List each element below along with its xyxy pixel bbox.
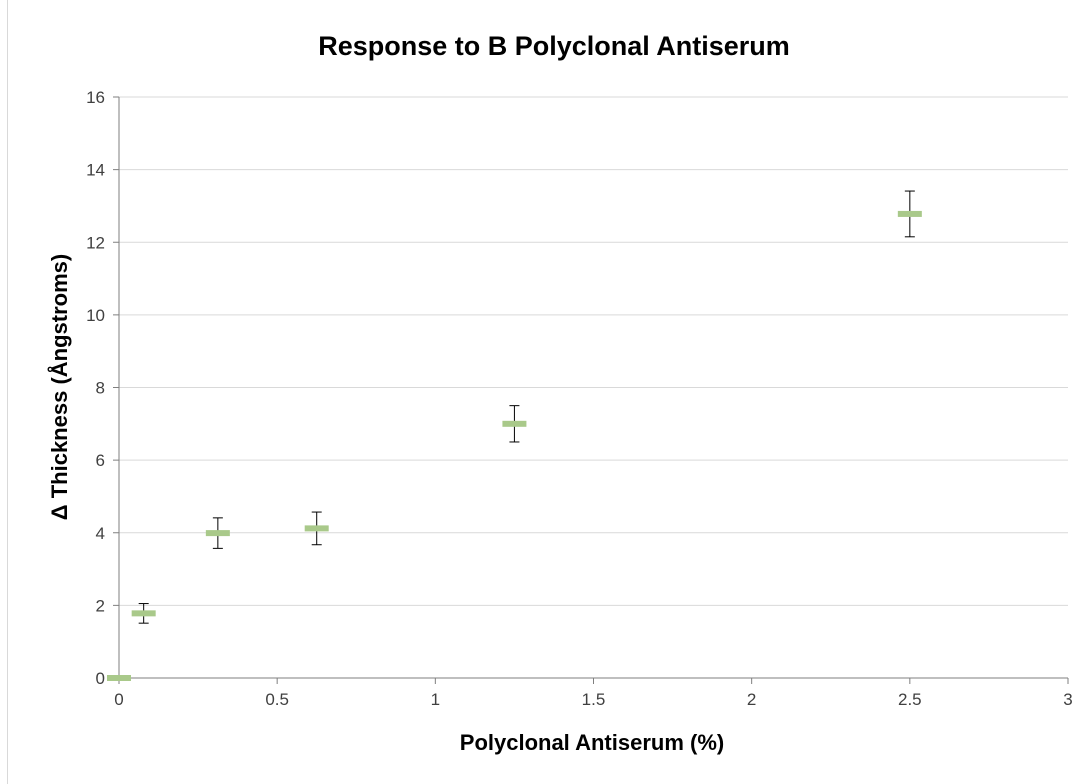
y-axis-title: Δ Thickness (Ångstroms)	[46, 254, 72, 520]
data-point	[205, 517, 230, 549]
gridlines	[119, 96, 1068, 606]
x-tick-label: 3	[1063, 690, 1072, 709]
x-tick-label: 2	[747, 690, 756, 709]
x-tick-label: 0	[114, 690, 123, 709]
y-tick-label: 0	[96, 669, 105, 688]
data-point	[107, 675, 131, 681]
y-tick-label: 6	[96, 451, 105, 470]
y-tick-label: 12	[86, 233, 105, 252]
x-tick-labels: 0 0.5 1 1.5 2 2.5 3	[114, 690, 1072, 709]
data-point	[304, 511, 329, 546]
y-tick-label: 4	[96, 524, 105, 543]
chart-title: Response to B Polyclonal Antiserum	[318, 31, 790, 61]
dash-marker	[897, 210, 922, 217]
y-tick-label: 14	[86, 161, 105, 180]
dash-marker	[502, 420, 527, 427]
data-point	[502, 405, 527, 443]
dash-marker	[205, 530, 230, 537]
y-tick-label: 16	[86, 88, 105, 107]
dash-marker	[304, 525, 329, 532]
x-tick-label: 1.5	[582, 690, 606, 709]
data-points	[107, 190, 922, 681]
chart-frame-edge	[7, 0, 8, 784]
y-tick-labels: 0 2 4 6 8 10 12 14 16	[86, 88, 105, 688]
x-tick-label: 1	[431, 690, 440, 709]
dash-marker	[131, 610, 156, 617]
y-tick-label: 2	[96, 596, 105, 615]
axes	[113, 96, 1069, 684]
x-tick-label: 0.5	[265, 690, 289, 709]
dash-marker	[107, 675, 131, 681]
x-axis-title: Polyclonal Antiserum (%)	[460, 730, 724, 755]
y-tick-label: 10	[86, 306, 105, 325]
data-point	[131, 603, 156, 624]
y-tick-label: 8	[96, 379, 105, 398]
data-point	[897, 190, 922, 238]
x-tick-label: 2.5	[898, 690, 922, 709]
